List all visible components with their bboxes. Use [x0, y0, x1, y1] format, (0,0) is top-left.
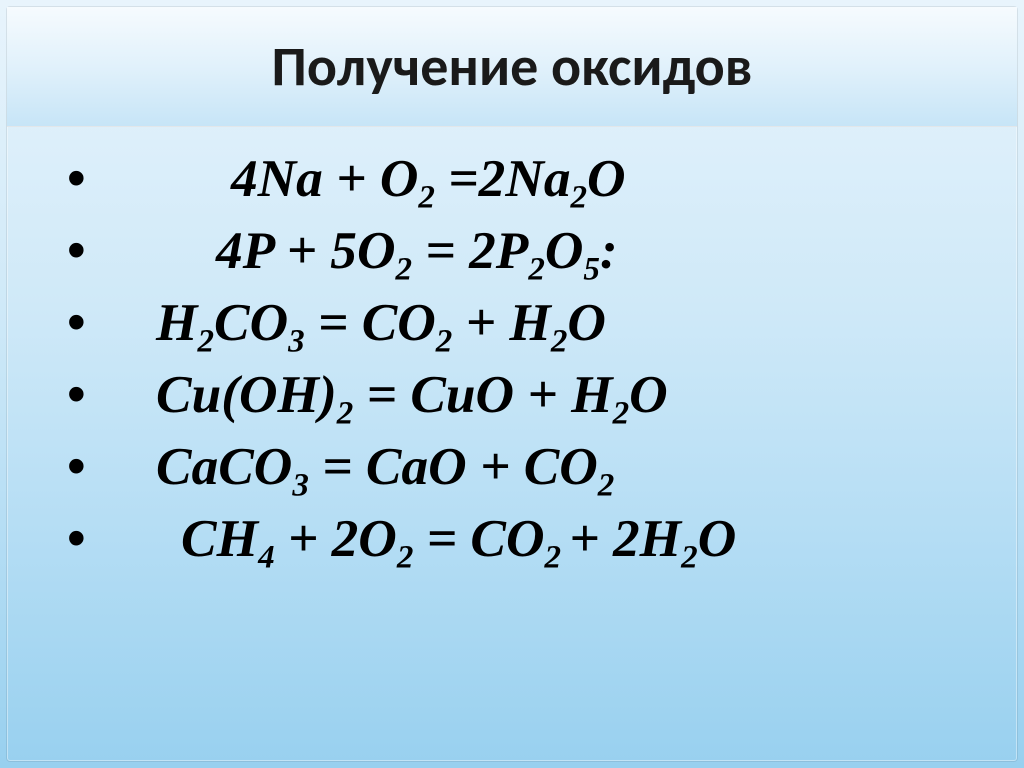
slide-frame: Получение оксидов • 4Na + O2 =2Na2O • 4P + … [6, 6, 1018, 762]
equation-formula: CaCO3 = CaO + CO2 [156, 435, 614, 497]
equation-line: • H2CO3 = CO2 + H2O [67, 291, 977, 353]
slide-title: Получение оксидов [272, 33, 753, 101]
equation-line: • Cu(OH)2 = CuO + H2O [67, 363, 977, 425]
equation-formula: H2CO3 = CO2 + H2O [156, 291, 606, 353]
equation-line: • 4Na + O2 =2Na2O [67, 147, 977, 209]
bullet-icon: • [67, 152, 101, 205]
equations-list: • 4Na + O2 =2Na2O • 4P + 5O2 = 2P2O5: • H2CO3… [67, 147, 977, 579]
equation-formula: CH4 + 2O2 = CO2 + 2H2O [181, 507, 736, 569]
bullet-icon: • [67, 296, 101, 349]
equation-line: • CH4 + 2O2 = CO2 + 2H2O [67, 507, 977, 569]
equation-formula: 4Na + O2 =2Na2O [231, 147, 626, 209]
bullet-icon: • [67, 368, 101, 421]
equation-line: • CaCO3 = CaO + CO2 [67, 435, 977, 497]
equation-formula: Cu(OH)2 = CuO + H2O [156, 363, 668, 425]
bullet-icon: • [67, 512, 101, 565]
bullet-icon: • [67, 440, 101, 493]
bullet-icon: • [67, 224, 101, 277]
title-bar: Получение оксидов [7, 7, 1017, 127]
equation-line: • 4P + 5O2 = 2P2O5: [67, 219, 977, 281]
equation-formula: 4P + 5O2 = 2P2O5: [216, 219, 618, 281]
